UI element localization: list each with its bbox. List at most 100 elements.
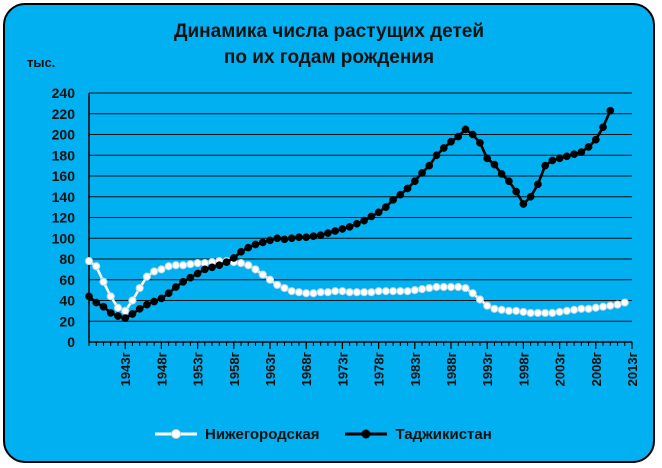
data-point-nizhny (381, 287, 390, 296)
data-point-nizhny (606, 301, 615, 310)
data-point-nizhny (432, 282, 441, 292)
data-point-nizhny (475, 295, 485, 304)
data-point-tajik (606, 106, 615, 115)
y-tick-label: 180 (52, 147, 76, 163)
data-point-tajik (157, 294, 166, 303)
data-point-nizhny (128, 296, 137, 305)
data-point-nizhny (541, 308, 550, 318)
data-point-nizhny (555, 307, 564, 317)
data-point-nizhny (302, 289, 311, 298)
data-point-tajik (584, 143, 593, 151)
data-point-nizhny (497, 305, 506, 314)
data-point-nizhny (403, 287, 412, 296)
x-tick-label: 1963г (263, 351, 278, 386)
data-point-tajik (309, 232, 318, 241)
data-point-tajik (338, 225, 347, 233)
data-point-nizhny (280, 283, 289, 293)
data-point-nizhny (150, 267, 159, 276)
data-point-tajik (562, 152, 571, 161)
data-point-nizhny (367, 288, 376, 297)
data-point-tajik (114, 312, 122, 320)
x-tick-label: 1968г (299, 351, 314, 386)
x-tick-label: 1983г (408, 351, 423, 386)
x-tick-label: 2013г (625, 351, 640, 386)
data-point-tajik (200, 265, 209, 274)
y-tick-label: 120 (52, 210, 76, 226)
data-point-tajik (208, 263, 216, 272)
data-point-nizhny (179, 261, 188, 270)
data-point-nizhny (417, 284, 427, 294)
data-point-tajik (512, 187, 521, 196)
data-point-nizhny (388, 287, 398, 296)
data-point-nizhny (454, 282, 463, 292)
x-tick-label: 1988г (444, 351, 459, 386)
data-point-tajik (476, 138, 484, 147)
data-point-nizhny (294, 288, 304, 297)
data-point-tajik (295, 233, 303, 242)
data-point-nizhny (598, 302, 608, 311)
x-tick-label: 1978г (372, 351, 387, 386)
data-point-nizhny (360, 288, 369, 297)
data-point-tajik (389, 196, 397, 204)
data-point-tajik (273, 234, 282, 243)
data-point-tajik (324, 229, 332, 237)
data-point-nizhny (244, 261, 253, 270)
data-point-tajik (266, 236, 274, 245)
y-tick-label: 0 (67, 334, 75, 350)
data-point-tajik (490, 160, 499, 169)
y-tick-label: 240 (52, 85, 76, 101)
data-point-nizhny (620, 298, 629, 307)
data-point-tajik (143, 300, 151, 309)
data-point-nizhny (106, 292, 115, 301)
data-point-tajik (316, 231, 325, 239)
legend-swatch-nizhny-icon (155, 429, 197, 439)
data-point-tajik (374, 208, 383, 217)
data-point-nizhny (519, 307, 528, 317)
data-point-nizhny (410, 286, 419, 295)
x-tick-label: 1973г (335, 351, 350, 386)
data-point-tajik (280, 235, 289, 244)
data-point-tajik (497, 170, 506, 178)
x-tick-label: 1993г (480, 351, 495, 386)
data-point-nizhny (591, 303, 600, 312)
data-point-tajik (519, 200, 528, 208)
legend-item-tajik: Таджикистан (345, 426, 492, 443)
data-point-nizhny (121, 306, 130, 315)
data-point-nizhny (309, 289, 318, 298)
data-point-tajik (106, 309, 115, 317)
data-point-tajik (432, 151, 441, 160)
data-point-tajik (534, 180, 542, 189)
data-point-tajik (193, 269, 202, 278)
x-tick-label: 2008г (589, 351, 604, 386)
x-tick-label: 1953г (191, 351, 206, 386)
data-point-tajik (258, 238, 267, 247)
data-point-nizhny (396, 287, 405, 296)
y-tick-label: 20 (59, 313, 75, 329)
y-tick-label: 40 (59, 293, 75, 309)
data-point-tajik (287, 234, 296, 243)
data-point-nizhny (613, 300, 622, 309)
data-point-nizhny (562, 306, 571, 315)
x-tick-label: 1998г (516, 351, 531, 386)
x-tick-label: 1958г (227, 351, 242, 386)
data-point-tajik (92, 298, 101, 307)
data-point-nizhny (569, 305, 579, 314)
data-point-nizhny (425, 283, 434, 293)
data-point-tajik (164, 289, 173, 298)
data-point-nizhny (171, 261, 180, 270)
y-tick-label: 100 (52, 230, 76, 246)
data-point-tajik (447, 137, 455, 146)
legend-label-nizhny: Нижегородская (205, 425, 320, 443)
data-point-nizhny (316, 288, 325, 297)
data-point-nizhny (193, 259, 202, 268)
data-point-nizhny (504, 306, 514, 315)
data-point-tajik (591, 135, 600, 144)
data-point-nizhny (584, 304, 593, 313)
data-point-tajik (99, 302, 108, 311)
chart-title-line-2: по их годам рождения (223, 47, 435, 68)
data-point-tajik (570, 150, 578, 159)
data-point-nizhny (186, 260, 195, 269)
data-point-tajik (302, 233, 311, 242)
data-point-tajik (439, 144, 448, 152)
